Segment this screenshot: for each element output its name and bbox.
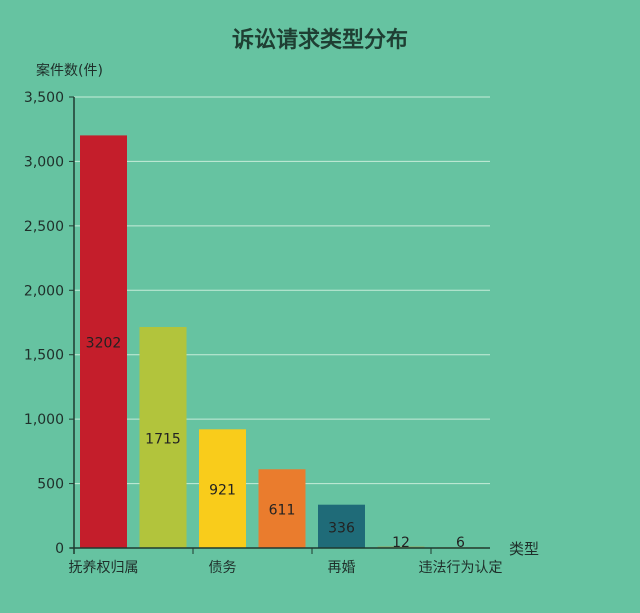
bar — [377, 546, 425, 548]
x-tick-label: 债务 — [209, 560, 237, 576]
y-tick-label: 1,000 — [24, 412, 64, 428]
bar-value-label: 921 — [209, 483, 236, 499]
y-tick-label: 0 — [55, 541, 64, 557]
bar — [80, 135, 127, 549]
x-axis-label: 类型 — [509, 540, 540, 558]
bar — [199, 429, 246, 548]
x-tick-label: 抚养权归属 — [69, 559, 139, 576]
y-tick-label: 500 — [37, 477, 64, 493]
y-axis-label: 案件数(件) — [36, 63, 103, 79]
bar-value-label: 12 — [392, 535, 410, 551]
bar — [258, 469, 306, 548]
x-tick-label: 再婚 — [328, 560, 356, 576]
bar-value-label: 3202 — [86, 336, 122, 352]
bar-value-label: 6 — [456, 535, 465, 551]
y-tick-label: 3,000 — [24, 154, 64, 170]
bar — [139, 327, 187, 548]
x-tick-label: 违法行为认定 — [419, 560, 503, 576]
bar-value-label: 336 — [328, 520, 355, 536]
chart-title: 诉讼请求类型分布 — [231, 28, 408, 53]
bar-value-label: 611 — [269, 503, 296, 519]
y-tick-label: 3,500 — [24, 90, 64, 106]
bar-value-label: 1715 — [145, 432, 181, 448]
y-tick-label: 2,000 — [24, 283, 64, 299]
y-tick-label: 2,500 — [24, 219, 64, 235]
y-tick-label: 1,500 — [24, 348, 64, 364]
bar — [318, 504, 365, 548]
